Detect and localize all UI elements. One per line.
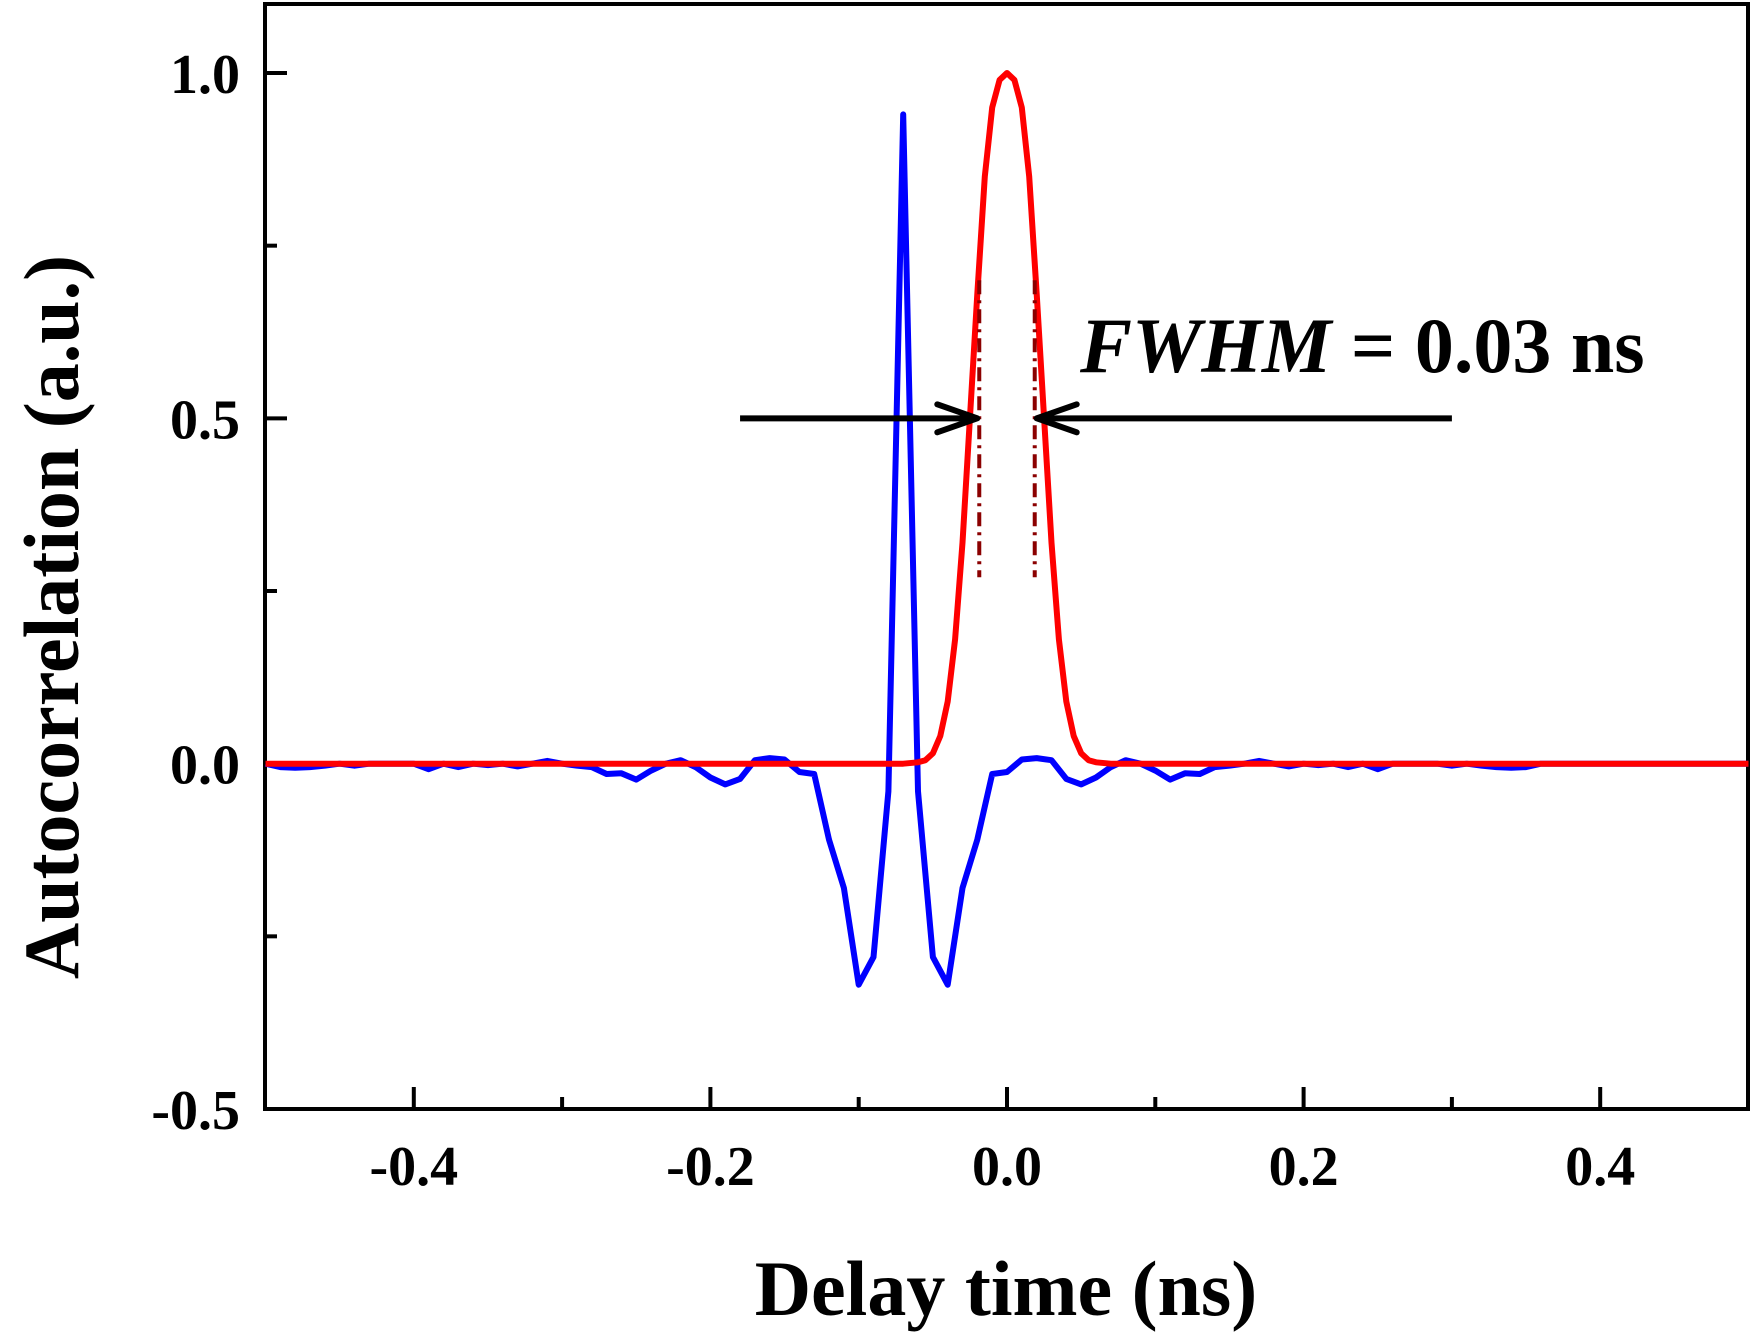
y-axis-title: Autocorrelation (a.u.) bbox=[8, 255, 95, 979]
x-tick-label: -0.2 bbox=[666, 1136, 755, 1198]
fwhm-label-value: = 0.03 ns bbox=[1331, 302, 1644, 389]
series-group bbox=[264, 70, 1749, 988]
fwhm-label: FWHM = 0.03 ns bbox=[1079, 302, 1645, 389]
fwhm-label-italic: FWHM bbox=[1079, 302, 1334, 389]
axis-ticks: -0.4 -0.2 0.0 0.2 0.4 1.0 0.5 0.0 -0.5 bbox=[151, 44, 1635, 1198]
y-tick-label: 0.5 bbox=[170, 389, 240, 451]
plot-frame bbox=[263, 2, 1750, 1111]
fwhm-annotation: FWHM = 0.03 ns bbox=[740, 280, 1645, 578]
x-tick-label: 0.0 bbox=[972, 1136, 1042, 1198]
series-line-1 bbox=[264, 111, 1749, 988]
y-tick-label: -0.5 bbox=[151, 1080, 240, 1142]
series-line-2 bbox=[265, 70, 1749, 767]
x-axis-title: Delay time (ns) bbox=[755, 1245, 1258, 1332]
x-tick-label: -0.4 bbox=[369, 1136, 458, 1198]
x-tick-label: 0.2 bbox=[1269, 1136, 1339, 1198]
fwhm-right-arrowhead bbox=[1033, 401, 1080, 436]
y-tick-label: 1.0 bbox=[170, 44, 240, 106]
y-tick-label: 0.0 bbox=[170, 735, 240, 797]
x-tick-label: 0.4 bbox=[1565, 1136, 1635, 1198]
fwhm-left-arrowhead bbox=[934, 401, 981, 436]
